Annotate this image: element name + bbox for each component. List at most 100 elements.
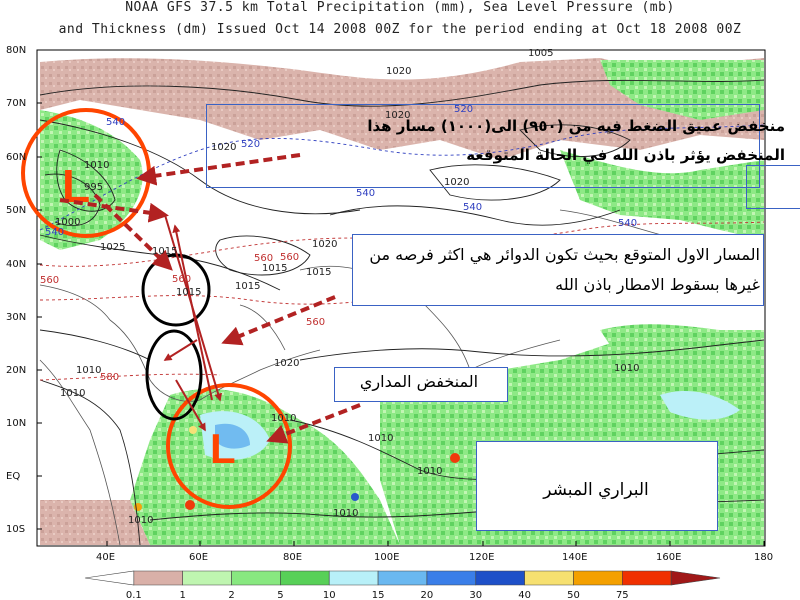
arrow-tropical-low [266,403,361,444]
lat-label-20n: 20N [6,365,27,376]
scale-swatch [182,570,232,586]
pressure-label: 1015 [262,263,287,274]
scale-swatch [328,570,379,586]
scale-value-label: 40 [518,590,531,600]
pressure-label: 1010 [128,515,153,526]
scale-value-label: 20 [421,590,434,600]
scale-swatch [84,570,135,586]
track-arrows [59,153,361,444]
pressure-label: 1020 [274,358,299,369]
pressure-label: 1020 [444,177,469,188]
thickness-label: 560 [280,252,299,263]
lat-label-40n: 40N [6,259,27,270]
thin-arrow-low [175,379,206,432]
pressure-label: 1000 [55,217,80,228]
pressure-label: 1025 [100,242,125,253]
pressure-label: 1015 [235,281,260,292]
thickness-label: 540 [618,218,637,229]
coastlines [39,209,761,546]
pressure-label: 1010 [271,413,296,424]
scale-value-label: 5 [277,590,283,600]
precipitation-color-scale: 0.1 1 2 5 10 15 20 30 40 50 75 [84,570,721,600]
scale-swatch [524,570,574,586]
scale-swatch [133,570,183,586]
axis-ticks [37,49,765,546]
pressure-label: 1015 [176,287,201,298]
tropical-low-annotation-box [334,367,508,402]
thickness-labels: 520 520 540 540 540 540 560 560 560 560 580 540 560 [40,104,637,383]
pressure-label: 1010 [368,433,393,444]
tropical-low-annotation-text: المنخفض المداري [359,372,479,391]
map-title-line-1: NOAA GFS 37.5 km Total Precipitation (mm… [125,0,675,15]
lat-label-eq: EQ [6,471,21,482]
lat-label-30n: 30N [6,312,27,323]
arrow-deep-low-to-north-low [136,153,301,186]
thickness-label: 520 [241,139,260,150]
scale-swatch [670,570,721,586]
arrow-north-low-to-box [59,198,169,223]
thickness-label: 560 [254,253,273,264]
deep-low-annotation-box [206,104,760,188]
arrow-track-text [221,295,336,346]
pressure-label: 1020 [312,239,337,250]
scale-swatch [426,570,477,586]
side-annotation-box [746,165,800,209]
author-annotation-text: البراري المبشر [543,480,649,500]
scale-value-label: 15 [372,590,385,600]
thin-arrow-up [172,224,213,401]
scale-value-label: 50 [567,590,580,600]
thickness-label: 560 [306,317,325,328]
thickness-label: 520 [454,104,473,115]
pressure-label: 1020 [385,110,410,121]
thin-arrow-mid [163,339,198,361]
thickness-label: 540 [106,117,125,128]
map-title-line-2: and Thickness (dm) Issued Oct 14 2008 00… [58,22,742,37]
lat-label-10n: 10N [6,418,27,429]
lon-label-60e: 60E [189,552,209,563]
scale-value-label: 10 [323,590,336,600]
thickness-label: 540 [356,188,375,199]
pressure-label: 1005 [528,48,553,59]
scale-swatch [475,570,525,586]
scale-value-label: 30 [469,590,482,600]
scale-value-label: 2 [228,590,234,600]
lat-label-80n: 80N [6,45,27,56]
lon-label-80e: 80E [283,552,303,563]
track-area-south [145,329,203,421]
scale-swatch [573,570,623,586]
pressure-label: 1020 [386,66,411,77]
lon-label-140e: 140E [562,552,588,563]
first-track-annotation-text: المسار الاول المتوقع بحيث تكون الدوائر ه… [369,245,760,294]
lat-label-50n: 50N [6,205,27,216]
scale-value-label: 1 [180,590,186,600]
pressure-label: 995 [84,182,103,193]
lat-label-70n: 70N [6,98,27,109]
thickness-label: 540 [45,227,64,238]
thickness-label: 560 [40,275,59,286]
author-annotation-box [476,441,718,531]
scale-swatch [622,570,672,586]
scale-swatch [377,570,428,586]
lon-label-180: 180 [754,552,774,563]
pressure-label: 1015 [306,267,331,278]
scale-value-label: 0.1 [126,590,142,600]
scale-value-label: 75 [616,590,629,600]
pressure-label: 1010 [76,365,101,376]
lat-label-10s: 10S [6,524,26,535]
lon-label-120e: 120E [469,552,495,563]
lon-label-100e: 100E [374,552,400,563]
lat-label-60n: 60N [6,152,27,163]
tropical-low-circle [166,383,292,509]
deep-low-annotation-text: منخفض عميق الضغط فيه من (٩٥٠) الى(١٠٠٠) … [367,117,785,164]
pressure-label: 1010 [417,466,442,477]
thickness-label: 540 [463,202,482,213]
thickness-label: 560 [172,274,191,285]
pressure-label: 1010 [614,363,639,374]
scale-swatch [280,570,330,586]
thickness-label: 580 [100,372,119,383]
pressure-label: 1020 [211,142,236,153]
pressure-label: 1010 [60,388,85,399]
scale-swatch [231,570,281,586]
pressure-label: 1010 [84,160,109,171]
first-track-annotation-box [352,234,764,306]
